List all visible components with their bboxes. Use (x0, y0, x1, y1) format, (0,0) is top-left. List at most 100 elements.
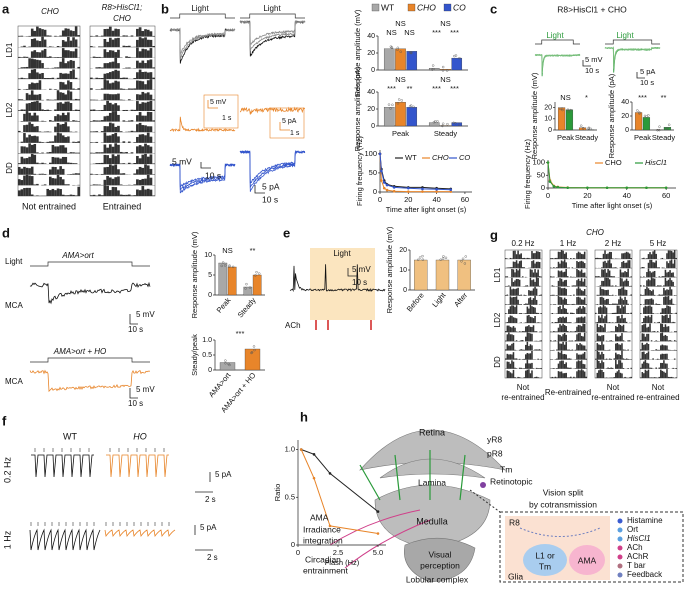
activity-bar (106, 42, 109, 47)
activity-bar (604, 359, 606, 360)
activity-bar (569, 341, 571, 342)
activity-bar (65, 50, 68, 58)
activity-bar (579, 370, 581, 378)
activity-bar (572, 277, 574, 278)
activity-bar (516, 368, 518, 369)
activity-bar (62, 93, 65, 101)
activity-bar (530, 373, 532, 378)
activity-bar (109, 113, 112, 122)
label: by cotransmission (529, 499, 597, 509)
activity-bar (36, 152, 39, 153)
y-tick-label: 0.5 (285, 492, 295, 501)
activity-bar (615, 267, 617, 268)
activity-bar (77, 187, 80, 196)
activity-bar (109, 38, 112, 47)
activity-bar (101, 152, 104, 153)
activity-bar (565, 326, 567, 332)
activity-bar (569, 268, 571, 269)
activity-bar (511, 316, 513, 323)
activity-bar (46, 99, 49, 100)
activity-bar (595, 313, 597, 314)
activity-bar (93, 195, 96, 196)
activity-bar (28, 95, 31, 101)
x-tick-label: After (452, 290, 469, 308)
activity-bar (28, 103, 31, 111)
activity-bar (598, 336, 600, 342)
activity-bar (565, 355, 567, 360)
activity-bar (659, 368, 661, 369)
activity-bar (46, 110, 49, 111)
activity-bar (584, 273, 586, 278)
activity-bar (610, 313, 612, 314)
activity-bar (555, 322, 557, 323)
activity-bar (62, 135, 65, 143)
activity-bar (150, 101, 153, 111)
activity-bar (646, 299, 648, 305)
activity-bar (106, 186, 109, 196)
activity-bar (144, 103, 147, 111)
activity-bar (668, 340, 670, 341)
activity-bar (70, 92, 73, 101)
activity-bar (21, 47, 24, 48)
activity-bar (651, 340, 653, 341)
activity-bar (36, 195, 39, 196)
activity-bar (93, 131, 96, 132)
activity-bar (516, 260, 518, 268)
activity-bar (519, 269, 521, 278)
flash-response (31, 455, 40, 477)
activity-bar (39, 163, 42, 164)
activity-bar (601, 258, 603, 259)
x-tick-label: 0 (378, 195, 382, 204)
activity-bar (609, 279, 611, 286)
legend-swatch (408, 4, 415, 11)
activity-bar (579, 343, 581, 350)
activity-bar (517, 377, 519, 378)
activity-bar (101, 57, 104, 58)
activity-bar (618, 289, 620, 296)
activity-bar (139, 123, 142, 132)
activity-bar (505, 349, 507, 350)
activity-bar (617, 327, 619, 332)
activity-bar (555, 258, 557, 259)
activity-bar (617, 304, 619, 305)
activity-bar (136, 48, 139, 58)
activity-bar (39, 74, 42, 79)
activity-bar (530, 327, 532, 333)
activity-bar (65, 42, 68, 48)
activity-bar (531, 280, 533, 286)
activity-bar (106, 126, 109, 132)
activity-bar (640, 368, 642, 369)
activity-bar (651, 254, 653, 259)
activity-bar (556, 313, 558, 314)
activity-bar (612, 304, 614, 305)
activity-bar (49, 78, 52, 79)
activity-bar (598, 295, 600, 296)
activity-bar (98, 89, 101, 90)
activity-bar (505, 358, 507, 359)
activity-bar (67, 163, 70, 165)
label: R8>HisCl1 + CHO (557, 4, 627, 14)
activity-bar (28, 143, 31, 153)
activity-bar (72, 152, 75, 153)
legend-label: WT (381, 2, 394, 12)
activity-bar (539, 276, 541, 277)
activity-bar (645, 289, 647, 296)
activity-bar (671, 313, 673, 314)
activity-bar (531, 334, 533, 342)
activity-bar (510, 345, 512, 350)
activity-bar (49, 100, 52, 101)
activity-bar (77, 185, 80, 186)
activity-bar (112, 40, 115, 48)
activity-bar (106, 73, 109, 79)
activity-bar (98, 185, 101, 186)
activity-bar (550, 258, 552, 259)
activity-bar (90, 46, 93, 47)
activity-bar (646, 306, 648, 314)
activity-bar (510, 372, 512, 378)
activity-bar (112, 71, 115, 79)
activity-bar (564, 288, 566, 296)
label: yR8 (487, 434, 502, 444)
activity-bar (123, 141, 126, 143)
activity-bar (505, 313, 507, 314)
activity-bar (531, 317, 533, 323)
